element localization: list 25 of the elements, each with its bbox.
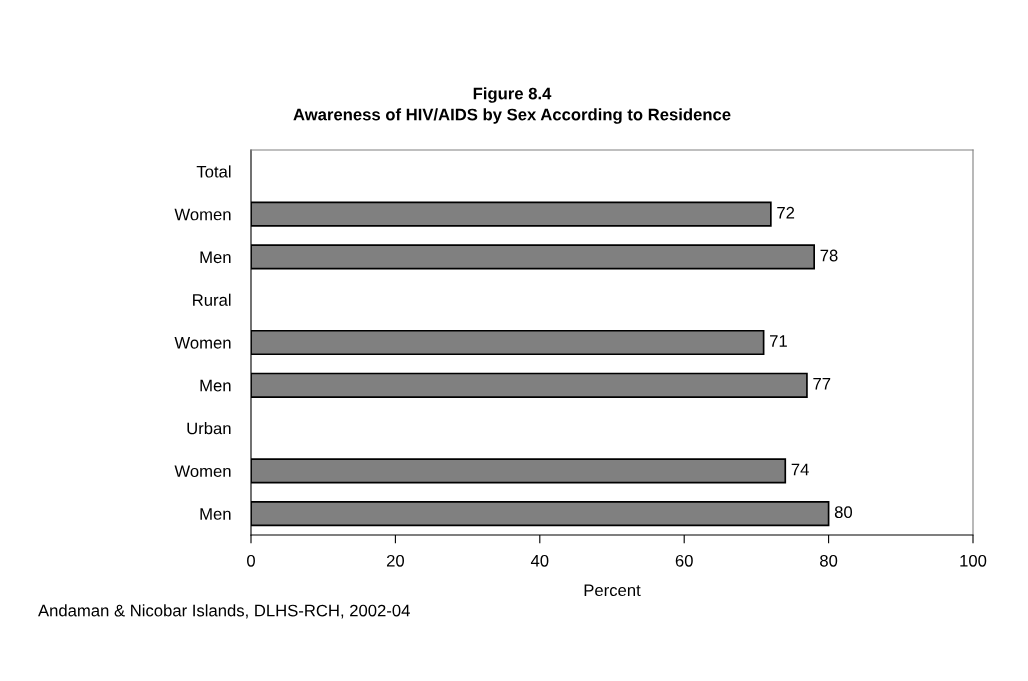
y-tick-label: Men: [200, 379, 231, 392]
x-tick-label: 80: [820, 554, 838, 567]
x-tick-label: 20: [386, 554, 405, 567]
y-tick-label: Rural: [193, 293, 231, 306]
y-tick-label: Men: [200, 508, 231, 520]
chart-title: Figure 8.4: [473, 87, 552, 103]
y-tick-label: Women: [174, 208, 231, 221]
data-label: 72: [777, 206, 795, 219]
y-tick-label: Women: [174, 337, 231, 349]
x-tick-label: 100: [960, 554, 987, 567]
y-tick-label: Urban: [187, 422, 231, 435]
x-tick-label: 60: [675, 554, 693, 567]
y-tick-label: Total: [196, 165, 231, 178]
data-label: 80: [834, 506, 853, 519]
y-tick-label: Men: [200, 251, 231, 264]
data-label: 78: [820, 249, 838, 262]
data-label: 74: [791, 463, 809, 476]
chart-subtitle: Awareness of HIV/AIDS by Sex According to Residence: [293, 108, 731, 124]
data-label: 71: [770, 335, 787, 347]
y-tick-label: Women: [174, 465, 231, 478]
x-axis-title: Percent: [584, 584, 641, 597]
data-label: 77: [813, 378, 831, 390]
x-tick-label: 0: [247, 554, 255, 567]
text: Andaman & Nicobar Islands, DLHS-RCH, 2002-04: [38, 604, 410, 619]
x-tick-label: 40: [530, 554, 549, 567]
